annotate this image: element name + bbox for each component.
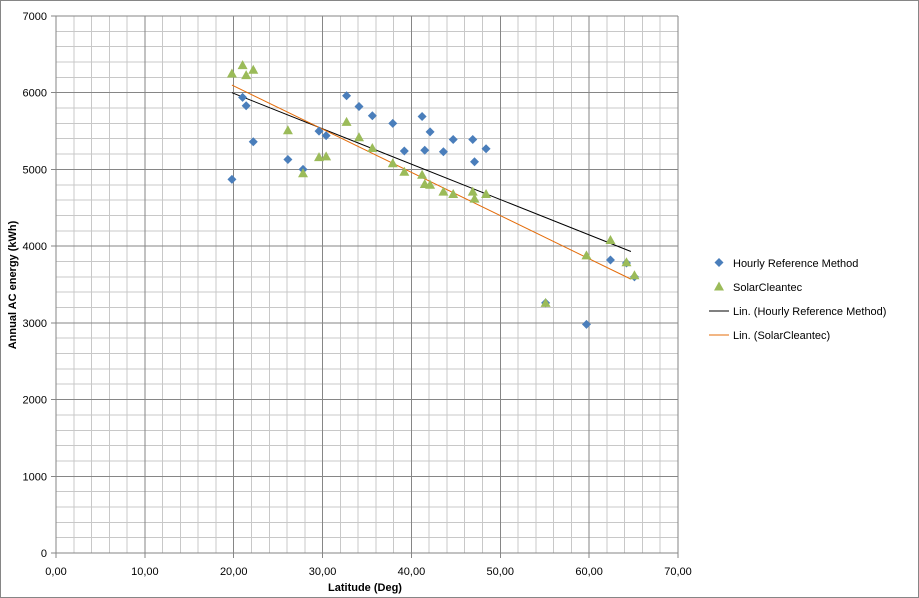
y-tick-label: 3000 <box>23 318 47 330</box>
y-axis-title: Annual AC energy (kWh) <box>7 220 19 349</box>
data-points <box>226 60 640 329</box>
data-point-triangle <box>282 125 293 135</box>
legend-label-trend-hourly: Lin. (Hourly Reference Method) <box>733 306 886 318</box>
data-point-triangle <box>387 158 398 168</box>
data-point-diamond <box>425 127 435 137</box>
data-point-triangle <box>226 68 237 78</box>
data-point-diamond <box>605 255 615 265</box>
data-point-diamond <box>314 126 324 136</box>
data-point-diamond <box>321 131 331 141</box>
data-point-triangle <box>314 152 325 162</box>
y-tick-label: 6000 <box>23 88 47 100</box>
data-point-diamond <box>448 135 458 145</box>
data-point-triangle <box>425 179 436 189</box>
data-point-diamond <box>417 111 427 121</box>
x-tick-label: 60,00 <box>575 566 603 578</box>
x-tick-label: 10,00 <box>131 566 159 578</box>
data-point-diamond <box>581 319 591 329</box>
major-grid <box>55 15 679 554</box>
data-point-diamond <box>283 154 293 164</box>
data-point-diamond <box>399 146 409 156</box>
trendlines <box>231 84 632 280</box>
legend-item-trend-solarcleantec: Lin. (SolarCleantec) <box>709 330 830 342</box>
legend-item-solarcleantec: SolarCleantec <box>714 281 803 294</box>
data-point-diamond <box>438 147 448 157</box>
legend-item-hourly: Hourly Reference Method <box>714 258 858 270</box>
x-tick-label: 70,00 <box>664 566 692 578</box>
y-tick-label: 5000 <box>23 164 47 176</box>
data-point-triangle <box>467 186 478 196</box>
data-point-diamond <box>248 137 258 147</box>
y-tick-label: 1000 <box>23 471 47 483</box>
y-tick-label: 0 <box>41 548 47 560</box>
x-tick-label: 40,00 <box>398 566 426 578</box>
x-tick-labels: 0,00 10,00 20,00 30,00 40,00 50,00 60,00 70,00 <box>45 566 691 578</box>
data-point-triangle <box>581 250 592 260</box>
y-tick-label: 2000 <box>23 395 47 407</box>
data-point-triangle <box>438 186 449 196</box>
data-point-triangle <box>248 64 259 74</box>
data-point-diamond <box>367 111 377 121</box>
data-point-diamond <box>470 157 480 167</box>
data-point-diamond <box>481 144 491 154</box>
data-point-triangle <box>341 116 352 126</box>
x-tick-label: 0,00 <box>45 566 66 578</box>
data-point-diamond <box>241 101 251 111</box>
data-point-diamond <box>420 145 430 155</box>
data-point-triangle <box>241 70 252 80</box>
x-axis-title: Latitude (Deg) <box>328 582 402 594</box>
y-tick-label: 4000 <box>23 241 47 253</box>
legend: Hourly Reference Method SolarCleantec Li… <box>709 258 886 342</box>
data-point-triangle <box>481 188 492 198</box>
data-point-diamond <box>342 91 352 101</box>
data-point-triangle <box>399 166 410 176</box>
x-tick-label: 20,00 <box>220 566 248 578</box>
data-point-diamond <box>238 92 248 102</box>
data-point-diamond <box>354 102 364 112</box>
data-point-triangle <box>321 151 332 161</box>
legend-marker-diamond <box>714 258 724 267</box>
y-tick-labels: 0 1000 2000 3000 4000 5000 6000 7000 <box>23 11 47 560</box>
data-point-triangle <box>237 60 248 70</box>
data-point-diamond <box>227 174 237 184</box>
data-point-triangle <box>629 270 640 280</box>
data-point-diamond <box>468 135 478 145</box>
legend-marker-triangle <box>714 281 724 291</box>
data-point-triangle <box>417 169 428 179</box>
x-tick-label: 30,00 <box>309 566 337 578</box>
legend-label-solarcleantec: SolarCleantec <box>733 282 803 294</box>
data-point-triangle <box>448 188 459 198</box>
minor-grid <box>55 15 679 554</box>
legend-label-hourly: Hourly Reference Method <box>733 258 858 270</box>
data-point-triangle <box>469 193 480 203</box>
data-point-triangle <box>621 257 632 267</box>
data-point-triangle <box>540 297 551 307</box>
x-tick-label: 50,00 <box>487 566 515 578</box>
data-point-triangle <box>298 168 309 178</box>
axes <box>51 15 679 558</box>
trendline <box>231 92 632 252</box>
data-point-diamond <box>388 118 398 128</box>
legend-label-trend-solarcleantec: Lin. (SolarCleantec) <box>733 330 830 342</box>
data-point-triangle <box>354 132 365 142</box>
data-point-triangle <box>605 235 616 245</box>
legend-item-trend-hourly: Lin. (Hourly Reference Method) <box>709 306 886 318</box>
data-point-triangle <box>367 142 378 152</box>
trendline <box>231 84 632 280</box>
y-tick-label: 7000 <box>23 11 47 23</box>
